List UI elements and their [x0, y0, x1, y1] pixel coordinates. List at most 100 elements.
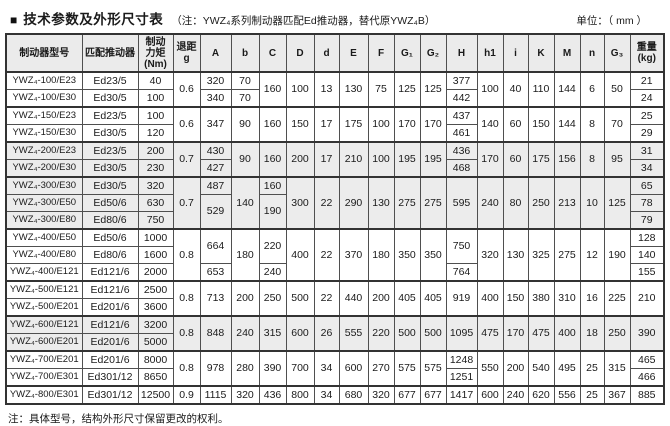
cell: 25 [629, 106, 665, 125]
cell: 290 [338, 176, 369, 230]
cell: 664 [199, 228, 232, 264]
cell: 600 [285, 315, 315, 352]
table-row: YWZ₄-500/E121 Ed121/6 2500 0.8 713 200 250 500 2… [5, 280, 665, 317]
cell: 0.8 [172, 228, 201, 282]
cell: 325 [527, 228, 555, 282]
column-header: F [367, 33, 395, 73]
cell: 575 [393, 350, 421, 387]
cell: 200 [137, 141, 174, 160]
cell: YWZ₄-300/E50 [5, 194, 83, 212]
cell: 21 [629, 71, 665, 90]
cell: 556 [553, 385, 581, 405]
page-title: 技术参数及外形尺寸表 [23, 12, 164, 27]
cell: 150 [285, 106, 315, 143]
cell: 0.7 [172, 141, 201, 178]
cell: YWZ₄-150/E23 [5, 106, 83, 125]
unit-label: 单位：（ mm ） [576, 15, 647, 27]
cell: 275 [419, 176, 447, 230]
cell: 125 [603, 176, 631, 230]
cell: 885 [629, 385, 665, 405]
cell: 680 [338, 385, 369, 405]
cell: 12500 [137, 385, 174, 405]
cell: 195 [419, 141, 447, 178]
cell: 17 [313, 141, 340, 178]
cell: 220 [258, 228, 287, 264]
cell: 5000 [137, 333, 174, 352]
column-header: M [553, 33, 581, 73]
column-header: C [258, 33, 287, 73]
cell: 18 [579, 315, 605, 352]
cell: YWZ₄-300/E30 [5, 176, 83, 195]
cell: 500 [285, 280, 315, 317]
cell: 468 [445, 159, 478, 178]
column-header: D [285, 33, 315, 73]
cell: 320 [137, 176, 174, 195]
cell: 180 [367, 228, 395, 282]
cell: 750 [445, 228, 478, 264]
cell: 390 [258, 350, 287, 387]
cell: 1000 [137, 228, 174, 247]
cell: 0.8 [172, 315, 201, 352]
cell: 0.6 [172, 106, 201, 143]
cell: 17 [313, 106, 340, 143]
table-row: YWZ₄-600/E121 Ed121/6 3200 0.8 848 240 315 600 2… [5, 315, 665, 352]
cell: 390 [629, 315, 665, 352]
cell: YWZ₄-700/E201 [5, 350, 83, 369]
table-row: YWZ₄-800/E301 Ed301/12 12500 0.9 1115 320 436 8… [5, 385, 665, 405]
table-row: YWZ₄-150/E23 Ed23/5 100 0.6 347 90 160 150 17 175… [5, 106, 665, 143]
cell: Ed50/6 [81, 194, 139, 212]
cell: YWZ₄-100/E23 [5, 71, 83, 90]
cell: 31 [629, 141, 665, 160]
cell: 2500 [137, 280, 174, 299]
cell: 170 [419, 106, 447, 143]
square-bullet-icon: ■ [10, 13, 18, 27]
cell: 29 [629, 124, 665, 143]
cell: Ed121/6 [81, 280, 139, 299]
cell: 8000 [137, 350, 174, 369]
cell: 550 [476, 350, 504, 387]
cell: 250 [603, 315, 631, 352]
cell: 540 [527, 350, 555, 387]
cell: 380 [527, 280, 555, 317]
cell: 919 [445, 280, 478, 317]
column-header: E [338, 33, 369, 73]
cell: YWZ₄-150/E30 [5, 124, 83, 143]
cell: YWZ₄-800/E301 [5, 385, 83, 405]
cell: 144 [553, 106, 581, 143]
cell: 320 [476, 228, 504, 282]
cell: 50 [603, 71, 631, 108]
cell: 764 [445, 263, 478, 282]
cell: 1251 [445, 368, 478, 387]
cell: Ed201/6 [81, 350, 139, 369]
cell: 70 [230, 89, 260, 108]
cell: 978 [199, 350, 232, 387]
cell: 500 [393, 315, 421, 352]
cell: 300 [285, 176, 315, 230]
column-header: 匹配推动器 [81, 33, 139, 73]
cell: 400 [476, 280, 504, 317]
column-header: G₂ [419, 33, 447, 73]
column-header: 重量 (kg) [629, 33, 665, 73]
cell: 437 [445, 106, 478, 125]
cell: 125 [393, 71, 421, 108]
cell: 130 [367, 176, 395, 230]
cell: 3600 [137, 298, 174, 317]
cell: 170 [476, 141, 504, 178]
cell: 130 [338, 71, 369, 108]
cell: YWZ₄-200/E30 [5, 159, 83, 178]
cell: YWZ₄-300/E80 [5, 211, 83, 230]
cell: 80 [502, 176, 529, 230]
cell: 240 [258, 263, 287, 282]
cell: 160 [258, 141, 287, 178]
cell: 529 [199, 194, 232, 230]
footnote: 注：具体型号，结构外形尺寸保留更改的权利。 [8, 413, 229, 425]
cell: 210 [629, 280, 665, 317]
cell: Ed50/6 [81, 228, 139, 247]
cell: 65 [629, 176, 665, 195]
cell: 442 [445, 89, 478, 108]
cell: 200 [285, 141, 315, 178]
cell: 630 [137, 194, 174, 212]
cell: YWZ₄-100/E30 [5, 89, 83, 108]
cell: 140 [476, 106, 504, 143]
